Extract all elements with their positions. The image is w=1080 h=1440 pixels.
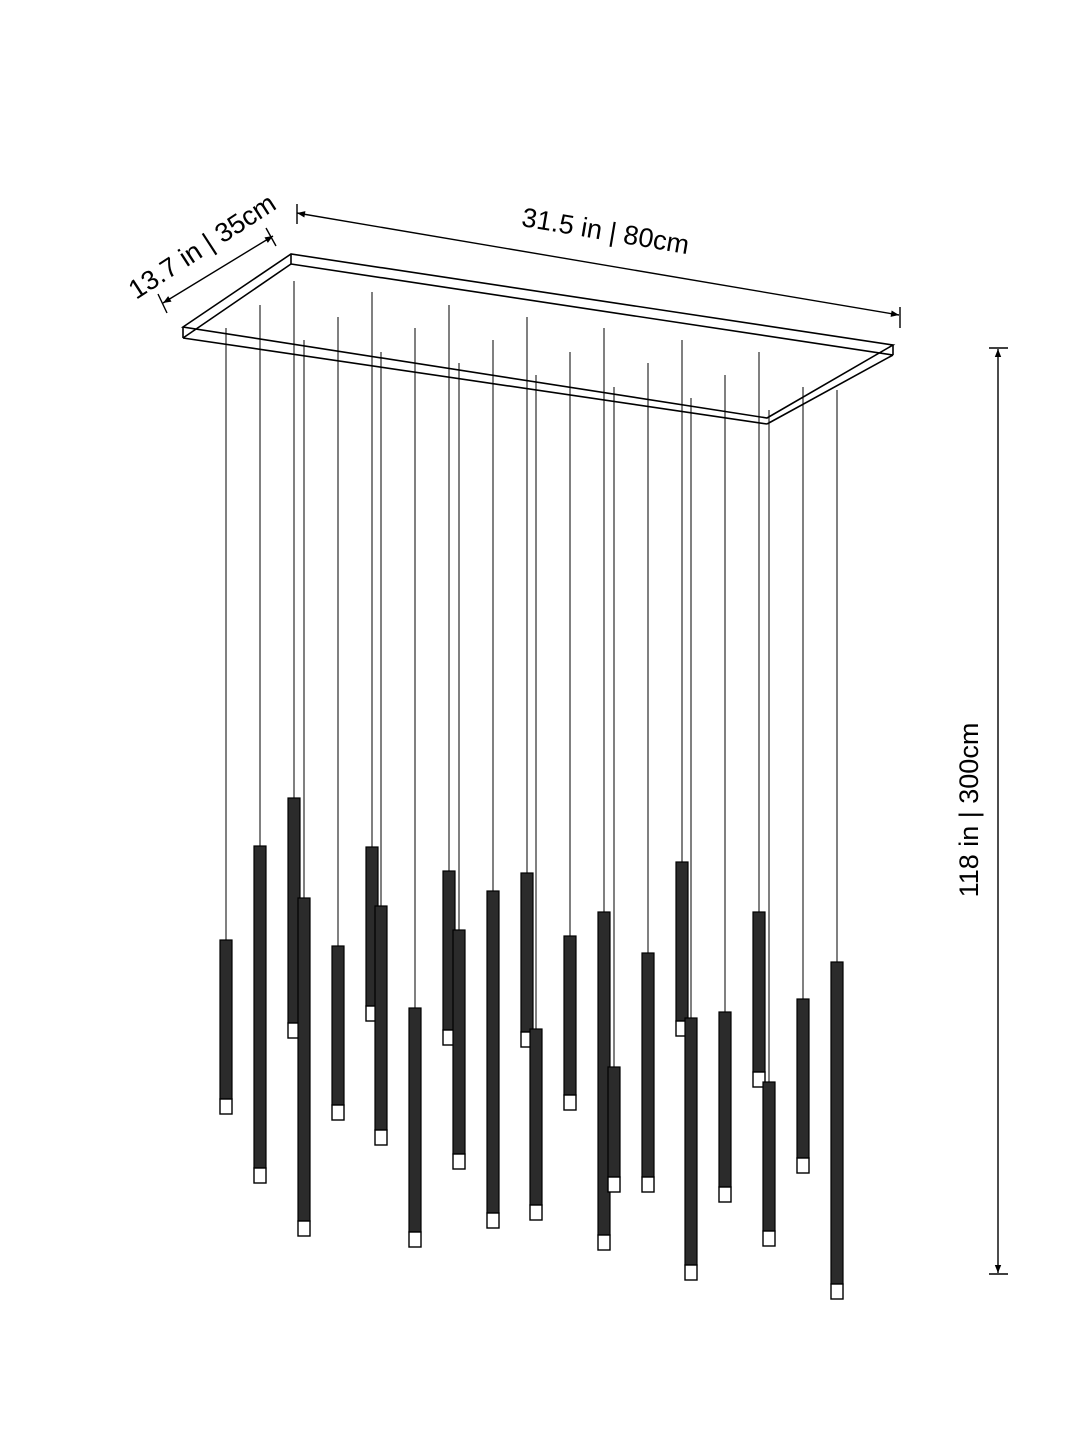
pendant-light — [830, 961, 844, 1300]
pendant-light — [452, 929, 466, 1170]
pendant-lens — [762, 1230, 776, 1247]
canopy-top-face — [180, 253, 896, 419]
pendant-light — [529, 1028, 543, 1221]
pendant-tube — [675, 861, 689, 1022]
pendant-tube — [331, 945, 345, 1106]
pendant-lens — [253, 1167, 267, 1184]
canopy-front-edge — [182, 337, 768, 425]
pendant-light — [641, 952, 655, 1193]
pendant-light — [408, 1007, 422, 1248]
pendant-light — [718, 1011, 732, 1203]
pendant-tube — [486, 890, 500, 1214]
pendant-lens — [408, 1231, 422, 1248]
pendant-tube — [762, 1081, 776, 1232]
height-dimension — [989, 347, 1008, 1275]
pendant-tube — [452, 929, 466, 1155]
pendant-lens — [331, 1104, 345, 1121]
pendant-tube — [641, 952, 655, 1178]
pendant-light — [331, 945, 345, 1121]
depth-tick-left — [157, 293, 168, 314]
pendant-lens — [529, 1204, 543, 1221]
pendant-tube — [752, 911, 766, 1073]
pendant-light — [297, 897, 311, 1237]
pendant-tube — [529, 1028, 543, 1206]
pendant-lens — [684, 1264, 698, 1281]
pendant-light — [675, 861, 689, 1037]
pendant-tube — [408, 1007, 422, 1233]
pendant-tube — [563, 935, 577, 1096]
pendant-tube — [684, 1017, 698, 1266]
pendant-light — [374, 905, 388, 1146]
pendant-lens — [607, 1176, 621, 1193]
depth-tick-right — [265, 227, 277, 247]
pendant-lens — [297, 1220, 311, 1237]
height-label: 118 in | 300cm — [954, 723, 984, 898]
canopy — [180, 253, 896, 425]
pendant-light — [762, 1081, 776, 1247]
pendant-lens — [796, 1157, 810, 1174]
pendant-lens — [641, 1176, 655, 1193]
pendant-tube — [607, 1066, 621, 1178]
pendant-light — [520, 872, 534, 1048]
depth-dimension — [157, 227, 277, 314]
canopy-right-edge — [766, 354, 894, 425]
pendant-lens — [486, 1212, 500, 1229]
width-label: 31.5 in | 80cm — [520, 202, 692, 260]
width-dimension — [296, 204, 901, 328]
pendant-tube — [253, 845, 267, 1169]
pendant-lens — [374, 1129, 388, 1146]
pendant-light — [563, 935, 577, 1111]
pendant-tube — [520, 872, 534, 1033]
pendant-light — [486, 890, 500, 1229]
depth-dimension-line — [162, 235, 274, 304]
pendant-lens — [830, 1283, 844, 1300]
pendant-tube — [374, 905, 388, 1131]
pendant-light — [752, 911, 766, 1088]
pendant-lens — [718, 1186, 732, 1203]
pendants — [219, 797, 844, 1300]
pendant-light — [684, 1017, 698, 1281]
pendant-light — [219, 939, 233, 1115]
pendant-light — [607, 1066, 621, 1193]
pendant-light — [253, 845, 267, 1184]
pendant-lens — [452, 1153, 466, 1170]
width-dimension-line — [296, 211, 900, 317]
suspension-wires-front — [225, 281, 838, 1082]
pendant-tube — [830, 961, 844, 1285]
pendant-tube — [297, 897, 311, 1222]
pendant-tube — [718, 1011, 732, 1188]
pendant-lens — [563, 1094, 577, 1111]
pendant-lens — [597, 1234, 611, 1251]
pendant-lens — [219, 1098, 233, 1115]
pendant-lens — [752, 1071, 766, 1088]
pendant-light — [796, 998, 810, 1174]
pendant-tube — [219, 939, 233, 1100]
pendant-tube — [796, 998, 810, 1159]
